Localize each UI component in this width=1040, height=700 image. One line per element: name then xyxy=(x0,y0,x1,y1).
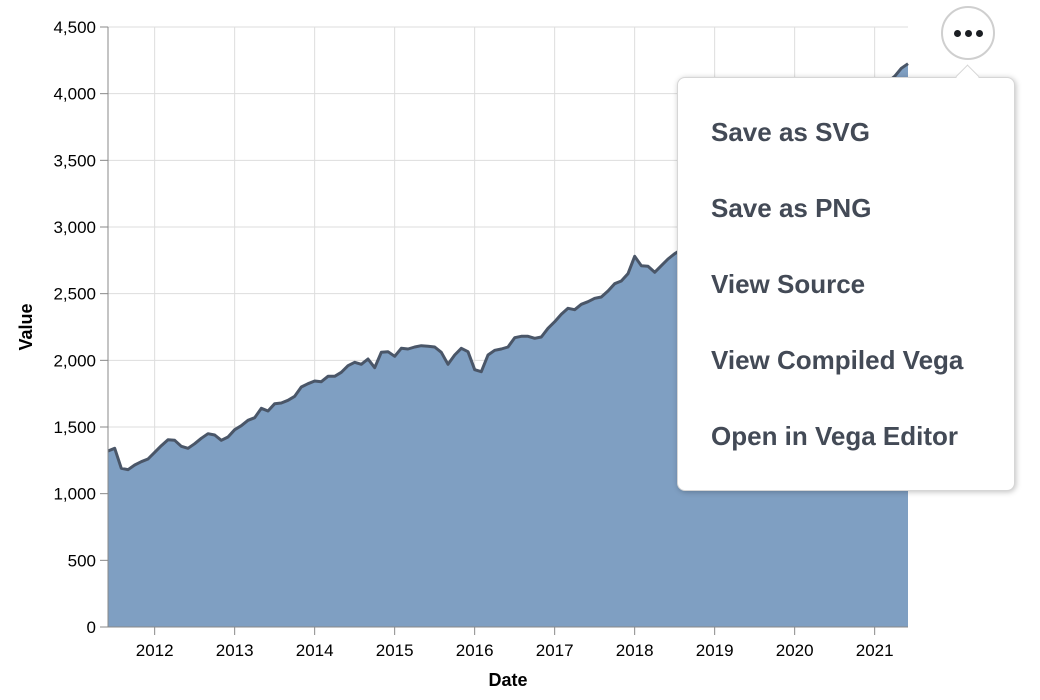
y-tick-label: 0 xyxy=(87,618,96,637)
y-tick-label: 500 xyxy=(68,551,96,570)
x-tick-label: 2013 xyxy=(216,641,254,660)
x-tick-label: 2015 xyxy=(376,641,414,660)
y-tick-label: 2,000 xyxy=(53,351,96,370)
y-tick-label: 1,500 xyxy=(53,418,96,437)
chart-actions-menu: Save as SVG Save as PNG View Source View… xyxy=(677,77,1015,491)
x-tick-label: 2012 xyxy=(136,641,174,660)
y-tick-label: 4,500 xyxy=(53,18,96,37)
x-axis-title: Date xyxy=(488,670,527,690)
y-tick-label: 2,500 xyxy=(53,285,96,304)
axes: 0 500 1,000 1,500 2,000 2,500 3,000 3,500 4,000 4… xyxy=(53,18,908,660)
x-tick-label: 2016 xyxy=(456,641,494,660)
y-axis-title: Value xyxy=(16,303,36,350)
menu-item-view-source[interactable]: View Source xyxy=(711,269,866,299)
x-tick-label: 2017 xyxy=(536,641,574,660)
y-tick-label: 3,000 xyxy=(53,218,96,237)
menu-item-open-vega-editor[interactable]: Open in Vega Editor xyxy=(711,421,959,451)
menu-item-save-svg[interactable]: Save as SVG xyxy=(711,117,870,147)
ellipsis-icon xyxy=(953,29,983,37)
menu-item-save-png[interactable]: Save as PNG xyxy=(711,193,872,223)
y-tick-label: 4,000 xyxy=(53,85,96,104)
area-series-line xyxy=(107,62,909,472)
y-tick-label: 1,000 xyxy=(53,485,96,504)
x-tick-label: 2018 xyxy=(616,641,654,660)
x-tick-label: 2021 xyxy=(856,641,894,660)
y-tick-label: 3,500 xyxy=(53,151,96,170)
x-tick-label: 2014 xyxy=(296,641,334,660)
chart-actions-button[interactable] xyxy=(941,6,995,60)
x-tick-label: 2019 xyxy=(696,641,734,660)
menu-item-view-compiled-vega[interactable]: View Compiled Vega xyxy=(711,345,964,375)
x-tick-label: 2020 xyxy=(776,641,814,660)
